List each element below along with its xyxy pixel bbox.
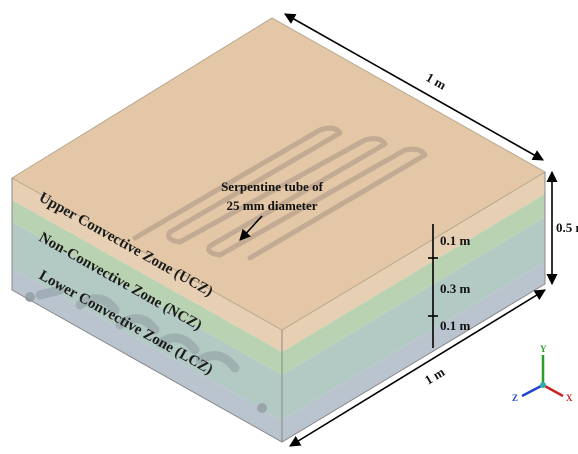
dim-label: 0.1 m [440,318,471,333]
axis-label: Z [512,393,518,403]
pond-diagram: 1 m 0.5 n 0.1 m 0.3 m 0.1 m 1 m Serpenti… [0,0,578,454]
annotation: Serpentine tube of [221,179,324,194]
annotation: 25 mm diameter [227,198,318,213]
axis-triad: Y Z X [512,344,573,403]
dim-label: 1 m [422,364,448,388]
dim-label: 0.1 m [440,233,471,248]
dim-label: 1 m [424,70,449,93]
axis-label: X [566,393,573,403]
dim-label: 0.3 m [440,281,471,296]
axis-label: Y [540,344,547,354]
dim-label: 0.5 n [556,220,578,235]
